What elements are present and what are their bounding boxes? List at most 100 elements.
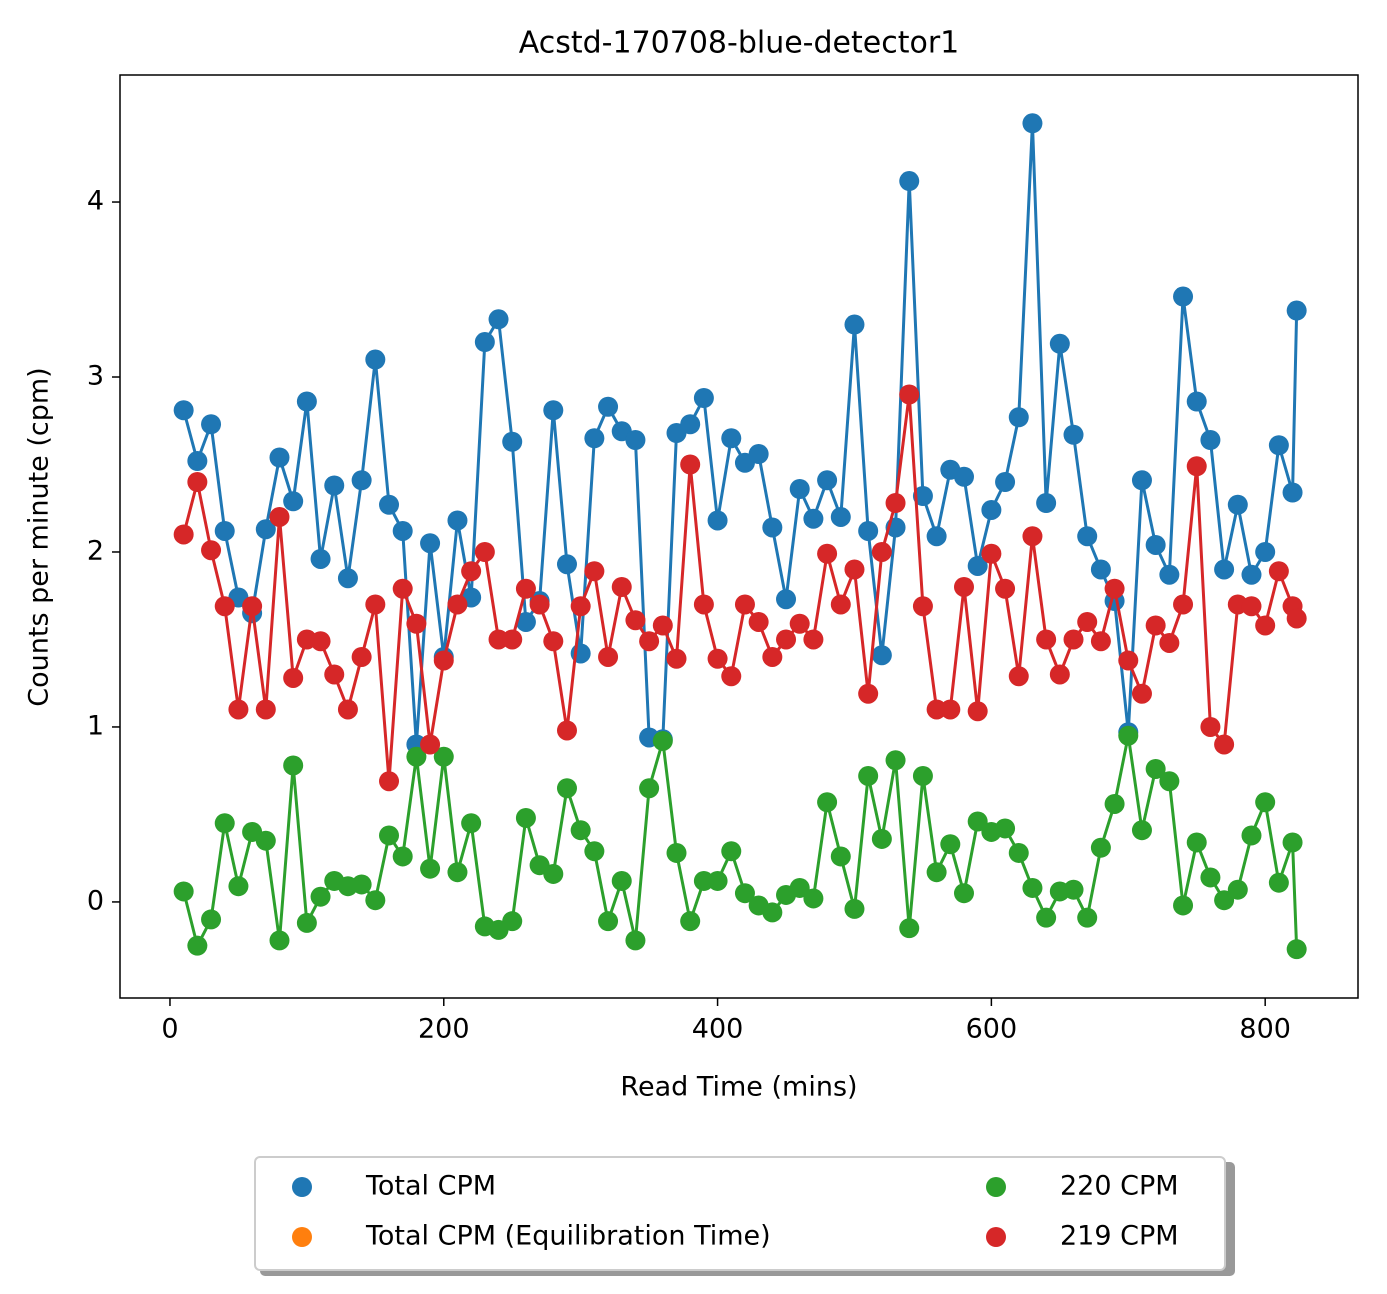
point (858, 520, 879, 541)
point (1063, 424, 1084, 445)
point (1077, 611, 1098, 632)
point (721, 666, 742, 687)
point (556, 778, 577, 799)
point (269, 447, 290, 468)
point (912, 596, 933, 617)
point (1090, 837, 1111, 858)
point (392, 846, 413, 867)
point (940, 699, 961, 720)
point (474, 332, 495, 353)
point (639, 778, 660, 799)
point (1145, 534, 1166, 555)
point (433, 650, 454, 671)
point (1063, 879, 1084, 900)
point (1104, 793, 1125, 814)
point (324, 475, 345, 496)
point (1282, 832, 1303, 853)
point (1255, 615, 1276, 636)
point (858, 683, 879, 704)
point (365, 594, 386, 615)
point (269, 930, 290, 951)
point (1214, 734, 1235, 755)
point (1090, 559, 1111, 580)
point (666, 842, 687, 863)
point (1241, 564, 1262, 585)
point (1268, 872, 1289, 893)
point (981, 499, 1002, 520)
point (365, 349, 386, 370)
point (1159, 771, 1180, 792)
point (1241, 596, 1262, 617)
point (201, 414, 222, 435)
point (515, 807, 536, 828)
point (201, 540, 222, 561)
point (515, 611, 536, 632)
point (598, 396, 619, 417)
point (1200, 716, 1221, 737)
point (789, 877, 810, 898)
point (1173, 594, 1194, 615)
point (899, 918, 920, 939)
point (598, 646, 619, 667)
point (830, 506, 851, 527)
point (543, 863, 564, 884)
x-tick-label: 800 (1239, 1014, 1291, 1045)
point (1063, 629, 1084, 650)
point (693, 388, 714, 409)
point (310, 886, 331, 907)
point (214, 596, 235, 617)
y-tick-label: 1 (87, 710, 104, 741)
point (995, 578, 1016, 599)
point (570, 596, 591, 617)
point (1131, 470, 1152, 491)
point (296, 391, 317, 412)
point (734, 883, 755, 904)
point (1255, 541, 1276, 562)
point (817, 792, 838, 813)
y-tick-label: 0 (87, 885, 104, 916)
point (762, 517, 783, 538)
point (844, 898, 865, 919)
point (1173, 895, 1194, 916)
point (707, 510, 728, 531)
point (488, 629, 509, 650)
y-tick-label: 2 (87, 535, 104, 566)
point (228, 699, 249, 720)
point (926, 526, 947, 547)
legend-label: Total CPM (Equilibration Time) (365, 1221, 771, 1252)
point (502, 431, 523, 452)
point (1186, 456, 1207, 477)
point (1159, 632, 1180, 653)
point (693, 594, 714, 615)
point (1173, 286, 1194, 307)
point (1036, 907, 1057, 928)
point (570, 820, 591, 841)
point (201, 909, 222, 930)
point (1104, 578, 1125, 599)
point (1022, 877, 1043, 898)
point (1118, 650, 1139, 671)
point (967, 811, 988, 832)
point (912, 485, 933, 506)
point (830, 594, 851, 615)
point (625, 430, 646, 451)
series (173, 384, 1307, 792)
point (666, 648, 687, 669)
series (173, 725, 1307, 960)
point (652, 730, 673, 751)
point (693, 870, 714, 891)
legend-label: 219 CPM (1060, 1221, 1179, 1252)
point (817, 470, 838, 491)
point (1286, 608, 1307, 629)
point (611, 576, 632, 597)
point (1200, 867, 1221, 888)
point (789, 613, 810, 634)
point (337, 699, 358, 720)
point (242, 596, 263, 617)
point (1008, 407, 1029, 428)
point (776, 589, 797, 610)
point (1008, 842, 1029, 863)
point (953, 576, 974, 597)
point (556, 554, 577, 575)
